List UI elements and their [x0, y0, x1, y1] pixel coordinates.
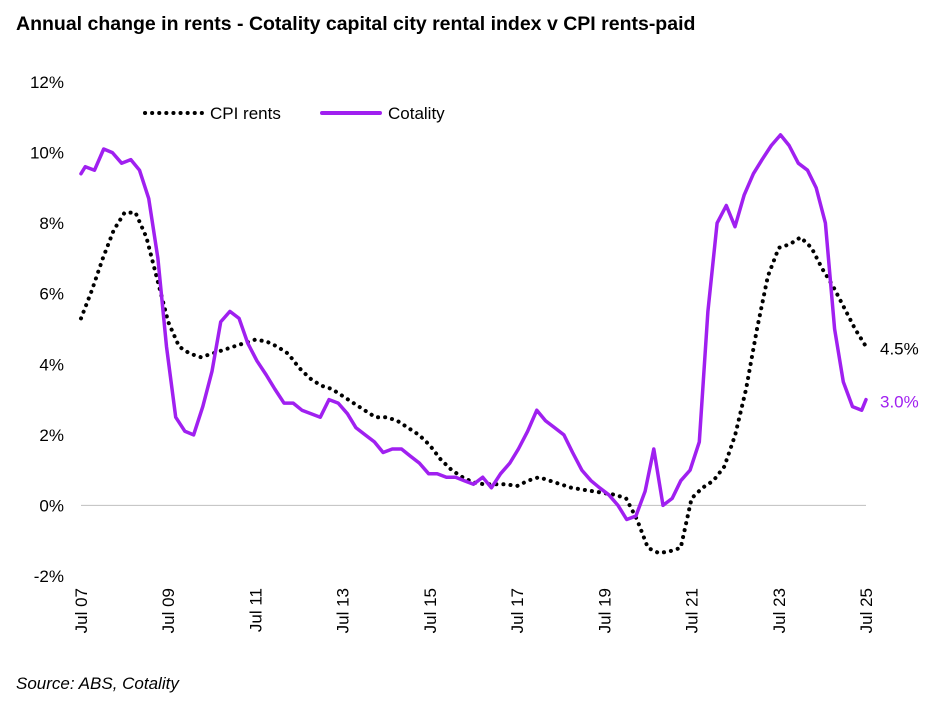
- chart-title: Annual change in rents - Cotality capita…: [16, 13, 696, 35]
- x-tick-label: Jul 15: [421, 588, 440, 633]
- series-lines: [79, 133, 868, 556]
- x-tick-label: Jul 07: [72, 588, 91, 633]
- x-tick-label: Jul 17: [508, 588, 527, 633]
- y-tick-label: 2%: [39, 426, 64, 445]
- series-line-cotality: [79, 133, 868, 522]
- legend: CPI rents Cotality: [143, 104, 445, 123]
- legend-label-cotality: Cotality: [388, 104, 445, 123]
- x-tick-label: Jul 23: [770, 588, 789, 633]
- series-line-cpi-rents: [79, 210, 868, 556]
- legend-label-cpi-rents: CPI rents: [210, 104, 281, 123]
- x-tick-label: Jul 11: [246, 588, 265, 632]
- x-tick-label: Jul 21: [683, 588, 702, 633]
- y-tick-label: 4%: [39, 355, 64, 374]
- x-tick-label: Jul 09: [159, 588, 178, 633]
- y-tick-label: 0%: [39, 496, 64, 515]
- end-labels: 4.5% 3.0%: [880, 340, 919, 412]
- y-tick-label: 6%: [39, 285, 64, 304]
- x-tick-label: Jul 25: [857, 588, 876, 633]
- x-tick-label: Jul 13: [334, 588, 353, 633]
- y-tick-label: 8%: [39, 214, 64, 233]
- x-tick-label: Jul 19: [595, 588, 614, 633]
- y-tick-label: 10%: [30, 144, 64, 163]
- end-label-cpi-rents: 4.5%: [880, 340, 919, 359]
- x-axis-ticks: Jul 07 Jul 09 Jul 11 Jul 13 Jul 15 Jul 17 Jul …: [72, 588, 876, 633]
- end-label-cotality: 3.0%: [880, 393, 919, 412]
- y-tick-label: 12%: [30, 73, 64, 92]
- y-tick-label: -2%: [34, 567, 64, 586]
- source-note: Source: ABS, Cotality: [16, 674, 179, 693]
- y-axis-ticks: -2% 0% 2% 4% 6% 8% 10% 12%: [30, 73, 64, 586]
